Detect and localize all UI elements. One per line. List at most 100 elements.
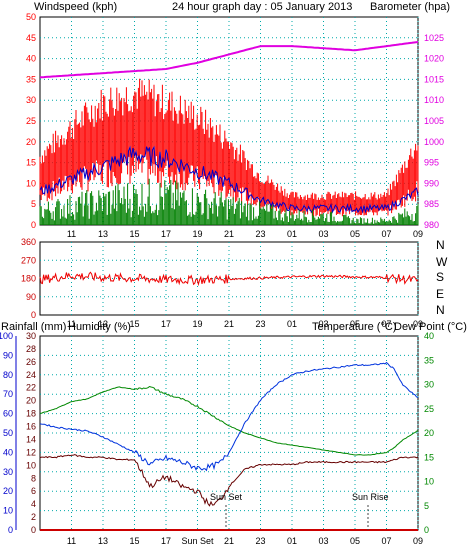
rainfall-tick-label: 30 — [26, 331, 36, 341]
wind-x-tick-label: 17 — [161, 229, 171, 239]
rainfall-tick-label: 28 — [26, 344, 36, 354]
barometer-tick-label: 1020 — [424, 54, 444, 64]
windspeed-tick-label: 10 — [26, 178, 36, 188]
temperature-axis-title: Temperature (°C) — [312, 321, 396, 333]
barometer-tick-label: 980 — [424, 220, 439, 230]
direction-tick-label: 270 — [21, 255, 36, 265]
barometer-axis-title: Barometer (hpa) — [370, 1, 450, 13]
wind-x-tick-label: 07 — [381, 229, 391, 239]
barometer-tick-label: 995 — [424, 158, 439, 168]
climate-x-tick-label: 23 — [255, 536, 265, 546]
climate-x-tick-label: Sun Set — [181, 536, 214, 546]
temperature-tick-label: 20 — [424, 428, 434, 438]
windspeed-tick-label: 0 — [31, 220, 36, 230]
windspeed-tick-label: 20 — [26, 137, 36, 147]
climate-x-tick-label: 07 — [381, 536, 391, 546]
direction-x-tick-label: 07 — [381, 319, 391, 329]
direction-x-tick-label: 13 — [98, 319, 108, 329]
climate-x-tick-label: 09 — [413, 536, 423, 546]
barometer-tick-label: 1015 — [424, 74, 444, 84]
temperature-tick-label: 5 — [424, 501, 429, 511]
temperature-tick-label: 25 — [424, 404, 434, 414]
wind-x-tick-label: 11 — [67, 229, 76, 239]
dewpoint-axis-title: Dew Point (°C) — [394, 321, 467, 333]
rainfall-tick-label: 8 — [31, 473, 36, 483]
sunrise-annotation: Sun Rise — [352, 492, 389, 502]
humidity-axis-title: Humidity (%) — [68, 321, 131, 333]
climate-x-tick-label: 15 — [129, 536, 139, 546]
direction-x-tick-label: 01 — [287, 319, 297, 329]
direction-x-tick-label: 09 — [413, 319, 423, 329]
rainfall-tick-label: 22 — [26, 383, 36, 393]
temperature-tick-label: 15 — [424, 452, 434, 462]
windspeed-tick-label: 25 — [26, 116, 36, 126]
temperature-tick-label: 40 — [424, 331, 434, 341]
wind-x-tick-label: 05 — [350, 229, 360, 239]
wind-x-tick-label: 01 — [287, 229, 297, 239]
rainfall-tick-label: 6 — [31, 486, 36, 496]
wind-x-tick-label: 13 — [98, 229, 108, 239]
windspeed-tick-label: 35 — [26, 74, 36, 84]
humidity-tick-label: 40 — [3, 447, 13, 457]
direction-x-tick-label: 17 — [161, 319, 171, 329]
rainfall-tick-label: 20 — [26, 396, 36, 406]
axis-labels: 0510152025303540455098098599099510001005… — [0, 12, 444, 546]
wind-x-tick-label: 23 — [255, 229, 265, 239]
barometer-tick-label: 1000 — [424, 137, 444, 147]
humidity-tick-label: 80 — [3, 370, 13, 380]
sunset-annotation: Sun Set — [210, 492, 243, 502]
barometer-tick-label: 1025 — [424, 33, 444, 43]
barometer-tick-label: 985 — [424, 199, 439, 209]
windspeed-tick-label: 30 — [26, 95, 36, 105]
temperature-tick-label: 35 — [424, 355, 434, 365]
barometer-tick-label: 1010 — [424, 95, 444, 105]
temperature-series — [39, 385, 419, 456]
barometer-series — [39, 41, 419, 79]
temperature-tick-label: 10 — [424, 477, 434, 487]
rainfall-tick-label: 16 — [26, 422, 36, 432]
climate-x-tick-label: 11 — [67, 536, 76, 546]
direction-x-tick-label: 23 — [255, 319, 265, 329]
barometer-tick-label: 1005 — [424, 116, 444, 126]
barometer-tick-label: 990 — [424, 178, 439, 188]
rainfall-tick-label: 18 — [26, 409, 36, 419]
rainfall-tick-label: 14 — [26, 434, 36, 444]
temperature-tick-label: 0 — [424, 525, 429, 535]
rainfall-tick-label: 2 — [31, 512, 36, 522]
rainfall-tick-label: 24 — [26, 370, 36, 380]
wind-gust-series — [39, 78, 419, 217]
climate-x-tick-label: 21 — [224, 536, 234, 546]
rainfall-tick-label: 0 — [31, 525, 36, 535]
windspeed-tick-label: 50 — [26, 12, 36, 22]
rainfall-axis-title: Rainfall (mm) — [1, 321, 66, 333]
humidity-tick-label: 10 — [3, 506, 13, 516]
direction-tick-label: 90 — [26, 292, 36, 302]
compass-n-bottom: N — [436, 303, 445, 317]
windspeed-tick-label: 15 — [26, 158, 36, 168]
wind-x-tick-label: 03 — [318, 229, 328, 239]
windspeed-tick-label: 5 — [31, 199, 36, 209]
direction-tick-label: 180 — [21, 274, 36, 284]
humidity-tick-label: 20 — [3, 486, 13, 496]
rainfall-tick-label: 10 — [26, 460, 36, 470]
climate-x-tick-label: 03 — [318, 536, 328, 546]
wind-speed-series — [39, 178, 419, 225]
climate-x-tick-label: 01 — [287, 536, 297, 546]
wind-x-tick-label: 19 — [192, 229, 202, 239]
compass-n-top: N — [436, 238, 445, 252]
humidity-tick-label: 70 — [3, 389, 13, 399]
direction-x-tick-label: 21 — [224, 319, 234, 329]
rainfall-tick-label: 4 — [31, 499, 36, 509]
humidity-tick-label: 30 — [3, 467, 13, 477]
windspeed-tick-label: 45 — [26, 33, 36, 43]
direction-tick-label: 0 — [31, 310, 36, 320]
wind-average-series — [39, 145, 419, 214]
direction-x-tick-label: 19 — [192, 319, 202, 329]
temperature-tick-label: 30 — [424, 380, 434, 390]
humidity-tick-label: 0 — [8, 525, 13, 535]
humidity-tick-label: 100 — [0, 331, 13, 341]
direction-x-tick-label: 15 — [129, 319, 139, 329]
humidity-tick-label: 50 — [3, 428, 13, 438]
windspeed-tick-label: 40 — [26, 54, 36, 64]
